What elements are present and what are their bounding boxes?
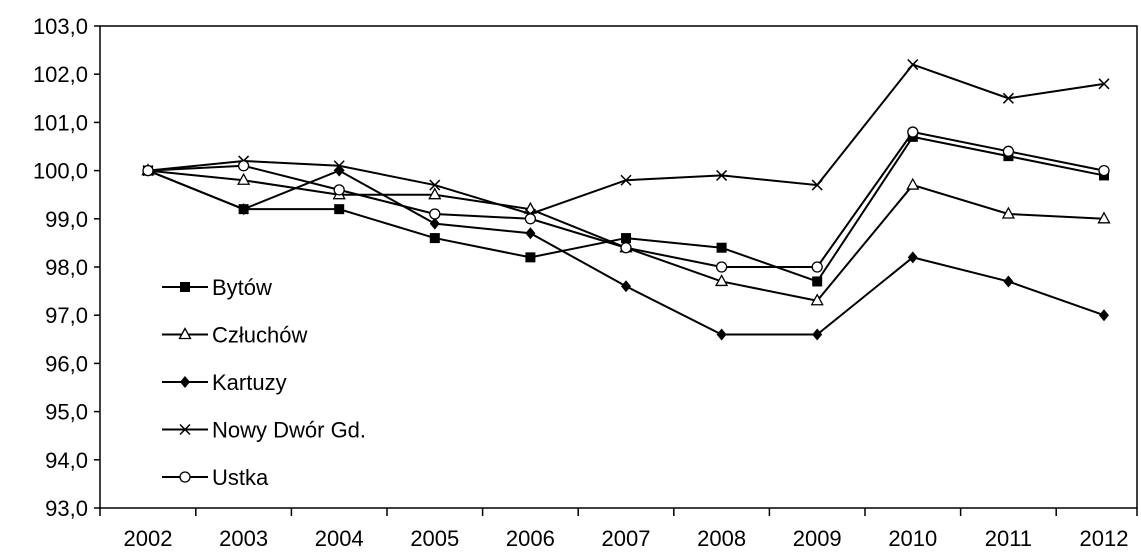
data-point-kartuzy: [1003, 275, 1014, 288]
legend-marker: [178, 327, 192, 340]
data-point-ustka: [1098, 164, 1110, 177]
legend-marker: [179, 471, 191, 483]
data-point-ustka: [524, 213, 537, 225]
data-point-bytow: [812, 276, 823, 287]
data-point-bytow: [525, 252, 536, 263]
legend-item-bytow: Bytów: [162, 275, 272, 300]
data-point-nowy-dwor-gd: [1098, 78, 1110, 90]
legend-marker: [179, 423, 191, 436]
data-point-czluchow: [1097, 211, 1111, 224]
y-tick-label: 97,0: [45, 303, 88, 328]
series-bytow: [143, 131, 1109, 287]
data-point-nowy-dwor-gd: [907, 59, 919, 71]
legend-item-kartuzy: Kartuzy: [162, 370, 287, 395]
y-tick-label: 96,0: [45, 351, 88, 376]
legend-marker: [180, 282, 190, 292]
data-point-kartuzy: [907, 251, 918, 264]
data-point-czluchow: [237, 172, 251, 185]
data-point-czluchow: [906, 177, 920, 190]
data-point-ustka: [1002, 145, 1015, 157]
data-point-czluchow: [810, 293, 824, 306]
x-tick-label: 2011: [985, 526, 1032, 551]
series-ustka: [142, 126, 1110, 273]
data-point-ustka: [237, 160, 250, 172]
legend-label: Nowy Dwór Gd.: [212, 418, 366, 443]
data-point-ustka: [811, 261, 823, 273]
data-point-czluchow: [1001, 206, 1015, 219]
x-tick-label: 2005: [410, 526, 459, 551]
data-point-kartuzy: [429, 217, 440, 230]
x-tick-label: 2012: [1080, 526, 1129, 551]
series-line-bytow: [147, 135, 1105, 283]
data-point-nowy-dwor-gd: [1002, 92, 1014, 104]
data-point-czluchow: [428, 187, 442, 200]
legend-item-ustka: Ustka: [162, 465, 269, 490]
legend-label: Kartuzy: [212, 370, 287, 395]
data-point-kartuzy: [238, 203, 249, 216]
y-tick-label: 101,0: [33, 110, 88, 135]
legend: Bytów Człuchów Kartuzy Nowy Dwór Gd. Ustka: [162, 275, 366, 490]
data-point-kartuzy: [1099, 309, 1109, 322]
data-point-ustka: [429, 208, 441, 220]
x-tick-label: 2009: [793, 526, 842, 551]
data-point-bytow: [429, 233, 440, 244]
data-point-kartuzy: [812, 328, 823, 341]
series-nowy-dwor-gd: [142, 59, 1110, 220]
legend-marker: [180, 376, 190, 388]
data-point-nowy-dwor-gd: [429, 179, 441, 191]
data-point-nowy-dwor-gd: [620, 174, 632, 186]
x-tick-label: 2003: [219, 526, 268, 551]
data-point-ustka: [620, 242, 632, 254]
x-tick-label: 2008: [697, 526, 746, 551]
y-tick-label: 94,0: [45, 448, 88, 473]
x-tick-label: 2007: [602, 526, 651, 551]
data-point-ustka: [142, 164, 154, 177]
legend-label: Człuchów: [212, 323, 307, 348]
x-tick-label: 2010: [888, 526, 937, 551]
data-point-kartuzy: [525, 227, 536, 240]
data-point-kartuzy: [716, 328, 727, 341]
data-point-bytow: [716, 242, 727, 253]
y-tick-label: 103,0: [33, 14, 88, 39]
x-tick-label: 2006: [506, 526, 555, 551]
legend-item-czluchow: Człuchów: [162, 323, 307, 348]
y-tick-label: 98,0: [45, 255, 88, 280]
data-point-nowy-dwor-gd: [716, 169, 728, 181]
data-point-ustka: [715, 261, 728, 273]
data-point-nowy-dwor-gd: [333, 160, 345, 172]
series-layer: [141, 59, 1111, 341]
series-line-nowy-dwor-gd: [147, 63, 1105, 216]
data-point-ustka: [907, 126, 919, 138]
y-tick-label: 95,0: [45, 400, 88, 425]
y-tick-label: 102,0: [33, 62, 88, 87]
data-point-bytow: [621, 233, 631, 244]
y-tick-label: 100,0: [33, 159, 88, 184]
axes: 93,0 94,0 95,0 96,0 97,0 98,0 99,0 100,0 101,0 10…: [33, 14, 1138, 551]
legend-label: Bytów: [212, 275, 272, 300]
legend-item-nowy-dwor-gd: Nowy Dwór Gd.: [162, 418, 366, 443]
y-tick-label: 99,0: [45, 207, 88, 232]
x-tick-label: 2002: [124, 526, 173, 551]
y-tick-label: 93,0: [45, 496, 88, 521]
x-tick-label: 2004: [315, 526, 364, 551]
data-point-ustka: [333, 184, 345, 196]
legend-label: Ustka: [212, 465, 269, 490]
data-point-bytow: [334, 204, 345, 215]
data-point-nowy-dwor-gd: [811, 179, 823, 191]
data-point-kartuzy: [621, 280, 631, 293]
data-point-czluchow: [715, 274, 729, 287]
